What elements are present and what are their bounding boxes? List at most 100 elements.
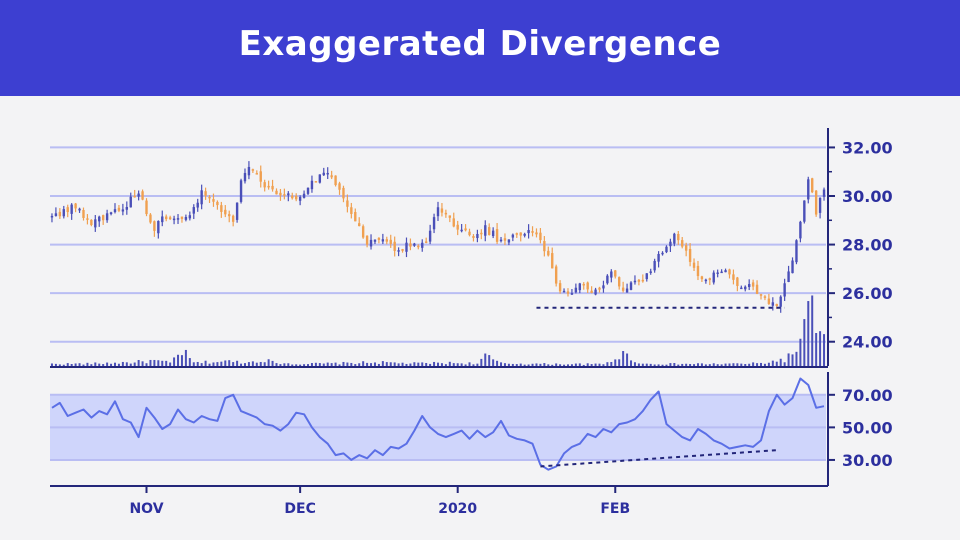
candle-body bbox=[684, 245, 688, 251]
candle-body bbox=[287, 193, 290, 196]
candle-body bbox=[393, 241, 396, 251]
candle-body bbox=[751, 282, 755, 287]
candle-body bbox=[342, 187, 345, 199]
candle-body bbox=[732, 274, 735, 280]
candle-body bbox=[574, 287, 578, 293]
candle-body bbox=[602, 285, 605, 289]
candle-body bbox=[243, 173, 247, 182]
volume-bar bbox=[590, 364, 593, 366]
candle-body bbox=[787, 271, 790, 282]
volume-bar bbox=[610, 361, 613, 366]
candle-body bbox=[811, 178, 814, 193]
volume-bar bbox=[322, 363, 325, 366]
volume-bar bbox=[740, 363, 743, 366]
candle-body bbox=[566, 291, 570, 294]
candle-body bbox=[641, 279, 645, 282]
candle-body bbox=[499, 239, 503, 242]
volume-bar bbox=[645, 363, 648, 366]
candle-body bbox=[358, 223, 361, 227]
candle-body bbox=[614, 270, 617, 277]
candle-body bbox=[180, 216, 184, 219]
volume-bar bbox=[468, 362, 471, 366]
price-tick-label: 30.00 bbox=[842, 187, 893, 206]
volume-bar bbox=[393, 362, 396, 366]
candle-body bbox=[645, 273, 648, 280]
candle-body bbox=[196, 202, 199, 208]
candle-body bbox=[350, 207, 353, 214]
volume-bar bbox=[106, 362, 109, 366]
candle-body bbox=[259, 171, 262, 182]
candle-body bbox=[125, 206, 129, 210]
volume-bar bbox=[488, 355, 491, 366]
candle-body bbox=[558, 283, 562, 292]
candle-body bbox=[235, 202, 239, 220]
volume-bar bbox=[775, 361, 778, 366]
volume-bar bbox=[299, 364, 302, 366]
price-tick-label: 24.00 bbox=[842, 333, 893, 352]
volume-bar bbox=[204, 360, 207, 366]
volume-bar bbox=[744, 364, 747, 366]
candle-body bbox=[633, 280, 637, 283]
candle-body bbox=[271, 185, 274, 190]
volume-bar bbox=[216, 362, 219, 366]
volume-bar bbox=[704, 364, 707, 366]
volume-bar bbox=[200, 363, 203, 366]
volume-bar bbox=[334, 362, 337, 366]
x-tick-label: NOV bbox=[129, 501, 163, 517]
volume-bar bbox=[559, 364, 562, 366]
candle-body bbox=[247, 166, 251, 176]
volume-bar bbox=[543, 363, 546, 366]
volume-bar bbox=[259, 361, 262, 366]
volume-bar bbox=[62, 364, 65, 366]
volume-bar bbox=[811, 295, 814, 366]
volume-bar bbox=[756, 363, 759, 366]
candle-body bbox=[763, 296, 767, 298]
volume-bar bbox=[291, 364, 294, 366]
candle-body bbox=[306, 187, 310, 194]
candle-body bbox=[503, 238, 507, 241]
candle-body bbox=[381, 239, 385, 242]
candle-body bbox=[791, 260, 794, 274]
candle-body bbox=[649, 271, 652, 273]
volume-bar bbox=[177, 354, 180, 366]
candle-body bbox=[570, 293, 574, 295]
candle-body bbox=[275, 190, 278, 195]
candle-body bbox=[692, 262, 696, 268]
volume-bar bbox=[255, 362, 258, 366]
candle-body bbox=[716, 272, 719, 274]
volume-bar bbox=[169, 362, 172, 366]
candle-body bbox=[251, 169, 255, 171]
volume-bar bbox=[618, 359, 621, 366]
candle-body bbox=[740, 287, 743, 290]
candle-body bbox=[586, 282, 589, 290]
volume-bar bbox=[129, 363, 132, 366]
volume-bar bbox=[153, 359, 156, 366]
candle-body bbox=[279, 192, 282, 196]
candle-body bbox=[704, 279, 708, 282]
candle-body bbox=[98, 216, 101, 222]
candle-body bbox=[354, 211, 357, 222]
candle-body bbox=[90, 219, 93, 226]
volume-bar bbox=[224, 360, 227, 366]
candle-body bbox=[456, 224, 459, 230]
candle-body bbox=[582, 283, 585, 286]
candle-body bbox=[515, 233, 518, 235]
candle-body bbox=[712, 272, 715, 283]
candle-body bbox=[141, 191, 144, 200]
volume-bar bbox=[523, 364, 526, 366]
candle-body bbox=[472, 236, 475, 238]
candle-body bbox=[535, 232, 538, 235]
candle-body bbox=[818, 197, 822, 213]
candle-body bbox=[519, 232, 522, 236]
volume-bar bbox=[310, 363, 313, 366]
candle-body bbox=[109, 212, 113, 215]
candle-body bbox=[145, 200, 148, 215]
volume-bar bbox=[630, 360, 633, 366]
volume-bar bbox=[771, 360, 774, 366]
volume-bar bbox=[389, 362, 392, 366]
volume-bar bbox=[689, 363, 692, 366]
volume-bar bbox=[145, 363, 148, 366]
volume-bar bbox=[287, 363, 290, 366]
x-tick-label: FEB bbox=[600, 501, 630, 517]
price-axis: 32.00 30.00 28.00 26.00 24.00 bbox=[827, 128, 893, 366]
